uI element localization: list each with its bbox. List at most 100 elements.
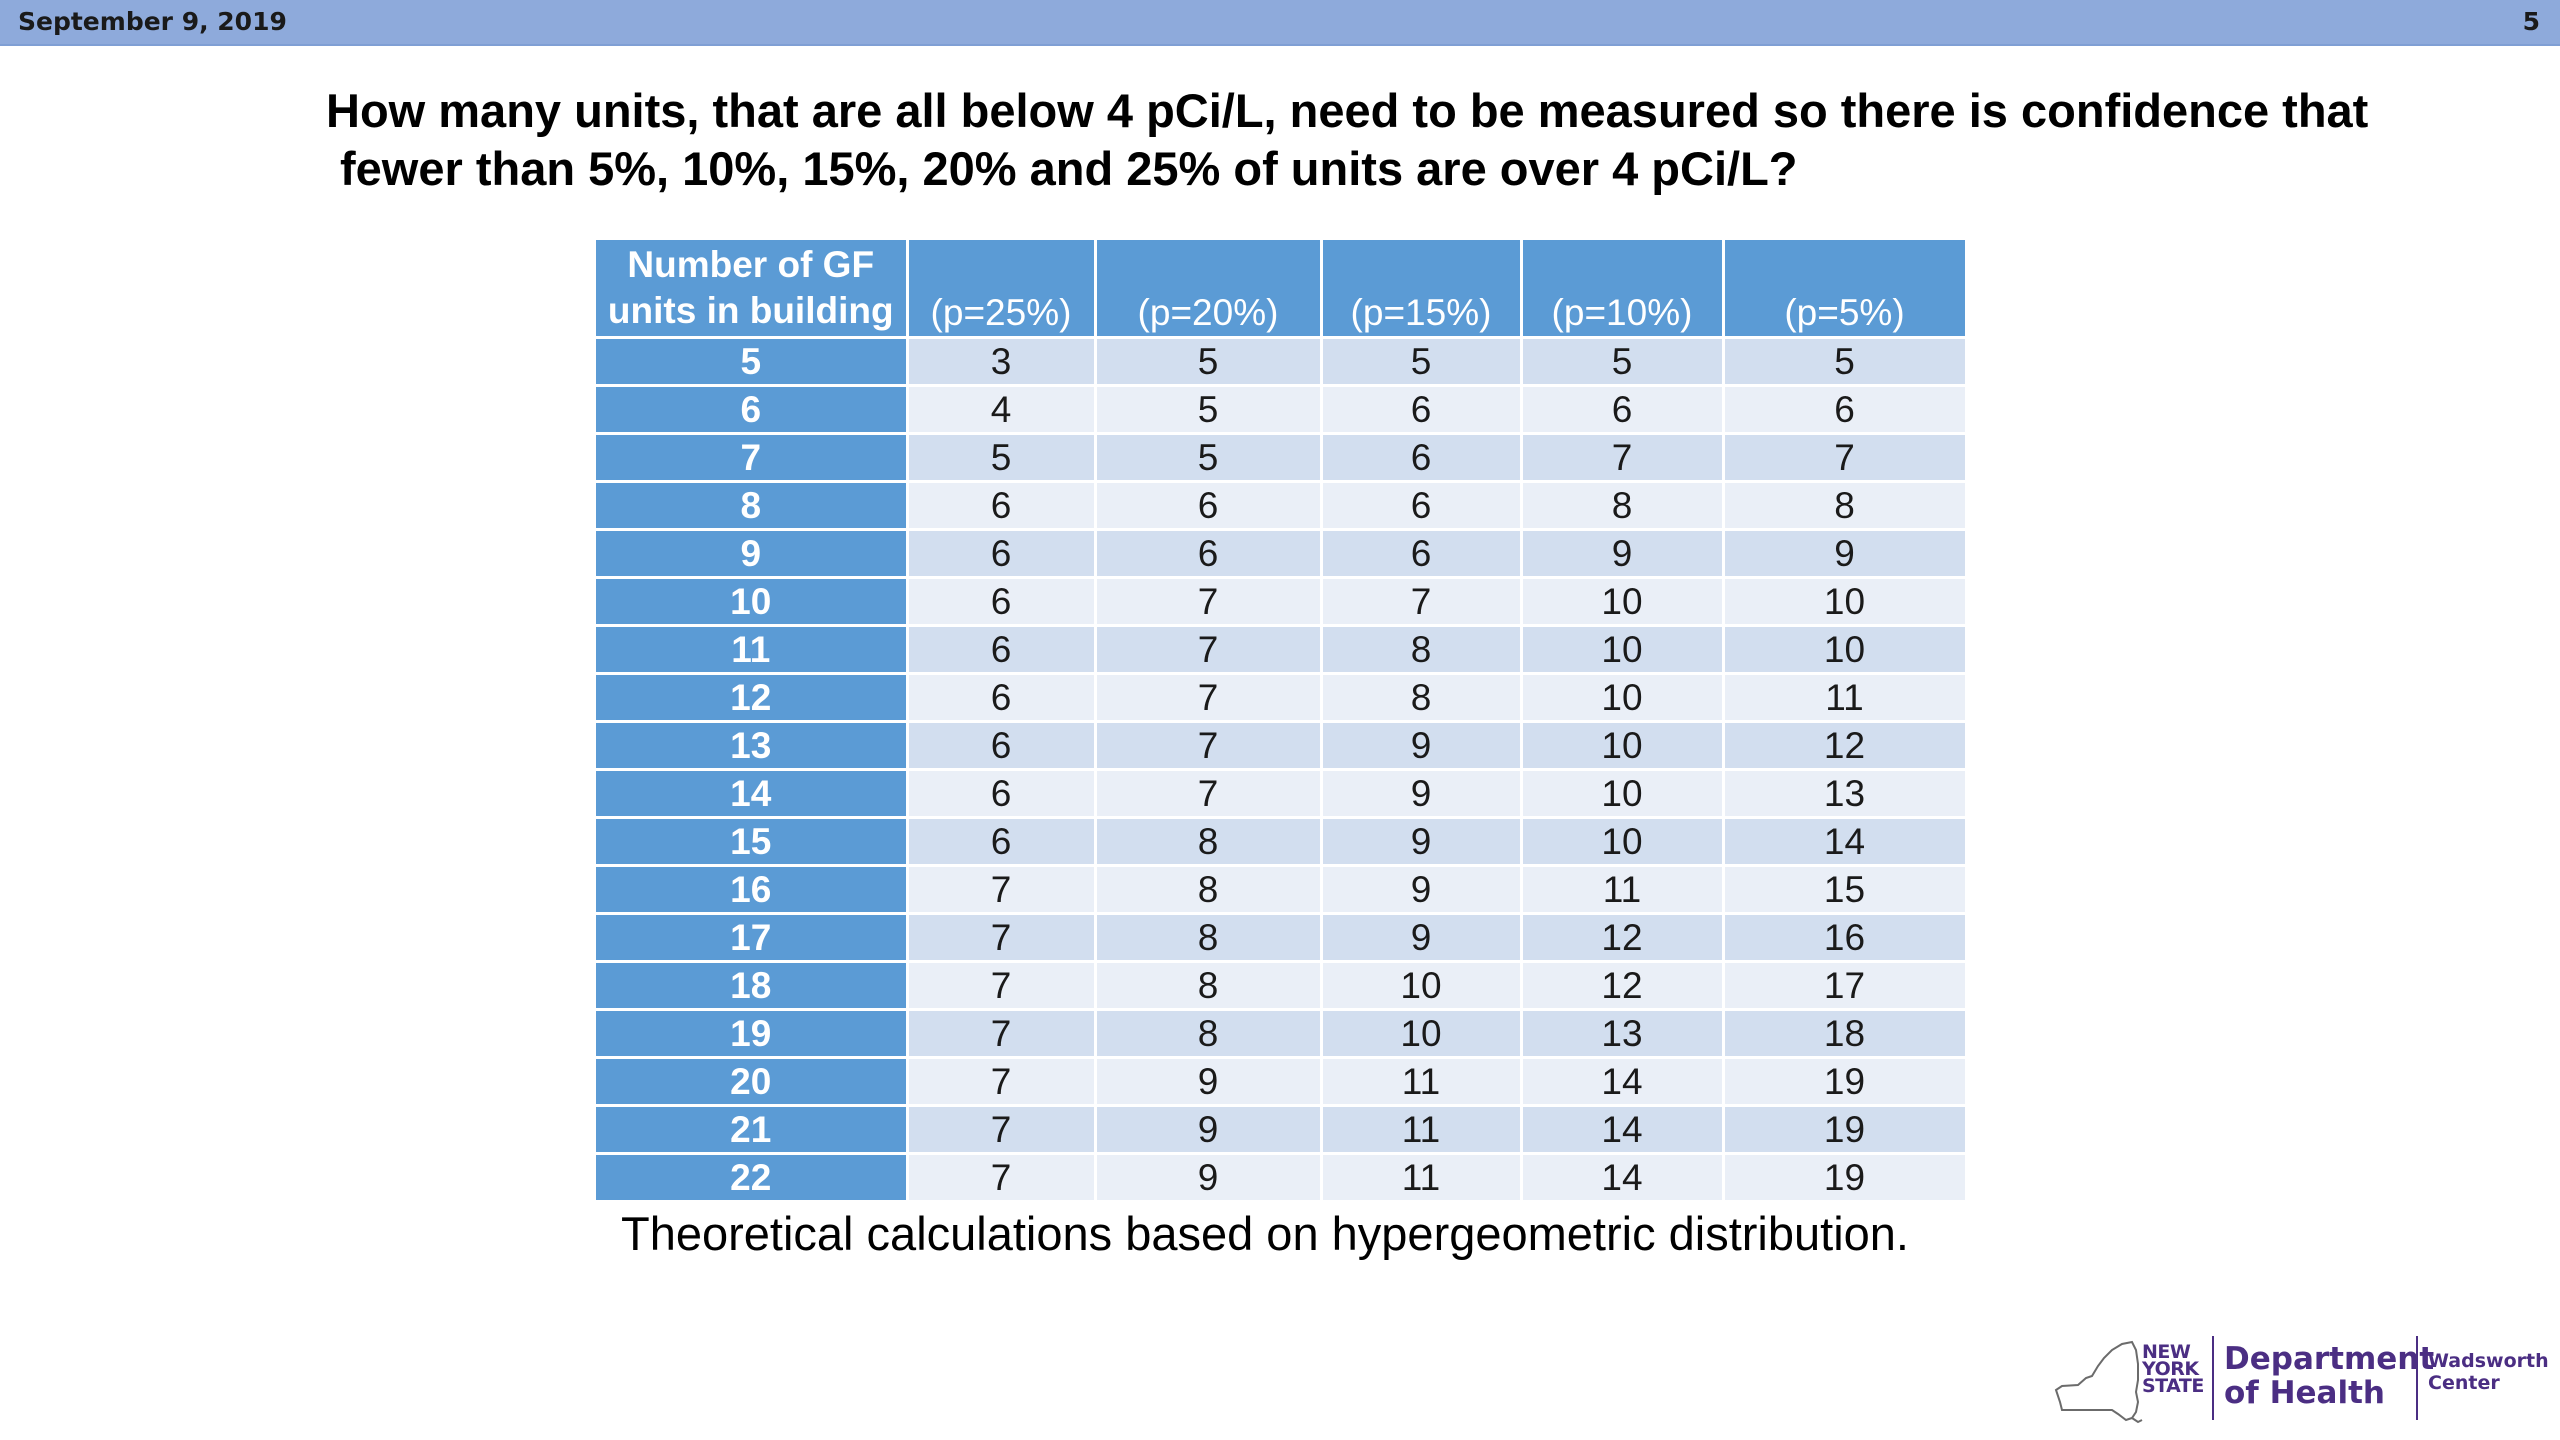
cell-p5: 17 [1723,961,1968,1011]
cell-p5: 10 [1723,577,1968,627]
cell-p15: 9 [1321,865,1523,915]
cell-units: 11 [596,625,909,675]
cell-p25: 6 [907,769,1097,819]
cell-p25: 6 [907,625,1097,675]
table-row: 17 7 8 9 12 16 [596,913,1968,963]
wadsworth-center-wordmark: Wadsworth Center [2428,1350,2549,1394]
cell-p15: 8 [1321,673,1523,723]
cell-p10: 10 [1521,817,1725,867]
cell-p20: 8 [1095,817,1323,867]
cell-p15: 9 [1321,913,1523,963]
cell-p10: 9 [1521,529,1725,579]
table-row: 14 6 7 9 10 13 [596,769,1968,819]
table-row: 13 6 7 9 10 12 [596,721,1968,771]
cell-p10: 10 [1521,721,1725,771]
cell-p20: 6 [1095,529,1323,579]
table-row: 22 7 9 11 14 19 [596,1153,1968,1203]
cell-p5: 7 [1723,433,1968,483]
cell-p20: 5 [1095,433,1323,483]
cell-p20: 6 [1095,481,1323,531]
cell-p15: 6 [1321,385,1523,435]
cell-units: 16 [596,865,909,915]
column-header-p20: (p=20%) [1095,240,1323,339]
cell-p10: 7 [1521,433,1725,483]
cell-p15: 5 [1321,337,1523,387]
cell-p25: 6 [907,721,1097,771]
cell-p20: 9 [1095,1057,1323,1107]
cell-units: 14 [596,769,909,819]
cell-units: 10 [596,577,909,627]
cell-p20: 8 [1095,865,1323,915]
cell-p5: 19 [1723,1153,1968,1203]
center-line-2: Center [2428,1372,2500,1394]
cell-units: 22 [596,1153,909,1203]
dept-line-2: of Health [2224,1375,2385,1411]
cell-p5: 13 [1723,769,1968,819]
slide-date: September 9, 2019 [18,7,287,36]
cell-p5: 12 [1723,721,1968,771]
table-caption: Theoretical calculations based on hyperg… [621,1207,1909,1260]
cell-p25: 5 [907,433,1097,483]
column-header-p5: (p=5%) [1723,240,1968,339]
cell-p20: 5 [1095,337,1323,387]
table-body: 5 3 5 5 5 5 6 4 5 6 6 6 7 5 5 6 7 7 8 6 6 6 8 8 9 6 6 6 9 9 10 6 7 7 10 10 1… [596,337,1968,1203]
cell-p20: 8 [1095,1009,1323,1059]
cell-p10: 10 [1521,577,1725,627]
dept-line-1: Department [2224,1341,2435,1377]
slide-title-line-1: How many units, that are all below 4 pCi… [326,84,2369,137]
cell-p10: 5 [1521,337,1725,387]
cell-p10: 6 [1521,385,1725,435]
cell-p10: 12 [1521,913,1725,963]
cell-p20: 9 [1095,1105,1323,1155]
column-header-units-line-2: units in building [607,290,894,331]
new-york-state-outline-icon [2054,1340,2143,1424]
cell-p25: 7 [907,1153,1097,1203]
department-of-health-wordmark: Department of Health [2224,1342,2434,1410]
cell-p25: 6 [907,577,1097,627]
cell-p25: 7 [907,1057,1097,1107]
cell-units: 12 [596,673,909,723]
cell-p5: 5 [1723,337,1968,387]
cell-p10: 10 [1521,625,1725,675]
table-row: 11 6 7 8 10 10 [596,625,1968,675]
table-row: 19 7 8 10 13 18 [596,1009,1968,1059]
cell-p25: 7 [907,1105,1097,1155]
nys-doh-logo: NEW YORK STATE Department of Health Wads… [2052,1330,2549,1426]
cell-p15: 11 [1321,1057,1523,1107]
new-york-state-wordmark: NEW YORK STATE [2142,1343,2204,1397]
table-row: 20 7 9 11 14 19 [596,1057,1968,1107]
table-row: 15 6 8 9 10 14 [596,817,1968,867]
cell-p15: 6 [1321,433,1523,483]
column-header-p25: (p=25%) [907,240,1097,339]
cell-p10: 11 [1521,865,1725,915]
cell-units: 13 [596,721,909,771]
cell-p20: 7 [1095,577,1323,627]
cell-p25: 3 [907,337,1097,387]
cell-p15: 10 [1321,961,1523,1011]
cell-p15: 9 [1321,817,1523,867]
cell-units: 18 [596,961,909,1011]
nys-line-3: STATE [2142,1375,2204,1397]
cell-p5: 11 [1723,673,1968,723]
cell-p10: 14 [1521,1153,1725,1203]
cell-p10: 10 [1521,673,1725,723]
center-line-1: Wadsworth [2428,1350,2549,1372]
cell-p15: 8 [1321,625,1523,675]
cell-p20: 5 [1095,385,1323,435]
table-row: 16 7 8 9 11 15 [596,865,1968,915]
column-header-p10: (p=10%) [1521,240,1725,339]
cell-p15: 11 [1321,1153,1523,1203]
cell-units: 6 [596,385,909,435]
cell-p5: 10 [1723,625,1968,675]
cell-units: 8 [596,481,909,531]
cell-p10: 10 [1521,769,1725,819]
logo-divider [2416,1336,2418,1420]
cell-p25: 7 [907,865,1097,915]
cell-p25: 6 [907,817,1097,867]
cell-p15: 9 [1321,721,1523,771]
